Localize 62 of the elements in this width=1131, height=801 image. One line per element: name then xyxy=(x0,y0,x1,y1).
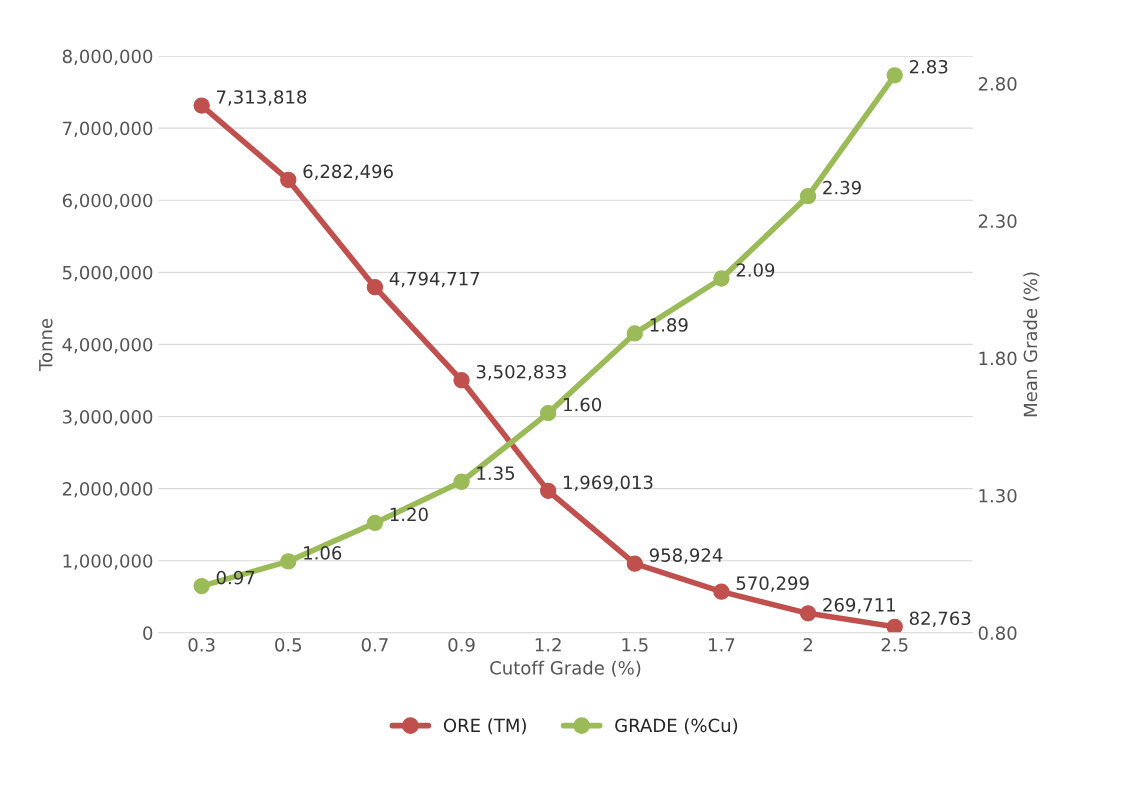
x-tick-label: 0.7 xyxy=(361,637,388,652)
y-tick-label: 8,000,000 xyxy=(62,49,153,66)
data-label: 2.09 xyxy=(736,263,775,277)
x-tick-label: 0.5 xyxy=(275,637,302,652)
x-tick-label: 0.9 xyxy=(448,637,475,652)
point xyxy=(366,278,384,296)
y-axis-title: Tonne xyxy=(39,318,53,371)
y2-tick-label: 0.80 xyxy=(978,626,1017,640)
legend-label: ORE (TM) xyxy=(443,718,526,735)
y2-tick-label: 2.80 xyxy=(978,76,1017,91)
point xyxy=(193,577,210,595)
y-tick-label: 7,000,000 xyxy=(63,121,153,138)
y-tick-label: 0 xyxy=(143,626,153,640)
data-label: 570,299 xyxy=(736,576,809,592)
y2-tick-label: 1.80 xyxy=(979,351,1017,366)
x-tick-label: 1.2 xyxy=(535,637,561,652)
data-label: 1.35 xyxy=(477,466,515,481)
y-tick-label: 4,000,000 xyxy=(62,337,153,354)
point xyxy=(540,482,557,499)
x-tick-label: 1.7 xyxy=(709,638,735,652)
point xyxy=(886,67,903,84)
point xyxy=(453,473,470,490)
point xyxy=(280,553,297,570)
y-tick-label: 3,000,000 xyxy=(62,409,153,426)
point xyxy=(799,187,817,205)
data-label: 7,313,818 xyxy=(217,90,307,106)
x-tick-label: 2 xyxy=(803,637,812,652)
data-label: 958,924 xyxy=(649,548,723,564)
data-label: 1.60 xyxy=(564,397,602,412)
data-label: 2.83 xyxy=(909,59,948,74)
point xyxy=(886,618,903,633)
x-tick-label: 0.3 xyxy=(188,637,215,652)
x-tick-label: 2.5 xyxy=(881,637,908,652)
data-label: 1,969,013 xyxy=(564,475,653,491)
data-label: 2.39 xyxy=(823,180,861,195)
y2-tick-label: 1.30 xyxy=(979,488,1017,503)
y-tick-label: 6,000,000 xyxy=(62,193,153,210)
y-tick-label: 5,000,000 xyxy=(62,265,153,282)
point xyxy=(626,325,643,342)
point xyxy=(366,514,384,532)
y-tick-label: 2,000,000 xyxy=(62,482,153,498)
point xyxy=(626,555,643,572)
data-label: 269,711 xyxy=(823,597,895,614)
point xyxy=(280,171,297,189)
data-label: 1.89 xyxy=(650,318,688,332)
data-label: 6,282,496 xyxy=(303,164,393,181)
point xyxy=(713,583,730,600)
point xyxy=(540,404,557,422)
data-label: 1.20 xyxy=(390,507,428,522)
data-label: 82,763 xyxy=(909,611,971,627)
legend-label: GRADE (%Cu) xyxy=(615,718,738,735)
y-tick-label: 1,000,000 xyxy=(63,554,153,570)
point xyxy=(799,605,817,622)
y2-tick-label: 2.30 xyxy=(978,214,1017,228)
data-label: 3,502,833 xyxy=(476,364,566,381)
data-label: 4,794,717 xyxy=(389,271,480,288)
x-tick-label: 1.5 xyxy=(622,638,648,652)
x-axis-title: Cutoff Grade (%) xyxy=(490,660,641,677)
point xyxy=(193,97,210,114)
y2-axis-title: Mean Grade (%) xyxy=(1023,272,1040,417)
point xyxy=(453,372,470,389)
point xyxy=(713,270,730,287)
